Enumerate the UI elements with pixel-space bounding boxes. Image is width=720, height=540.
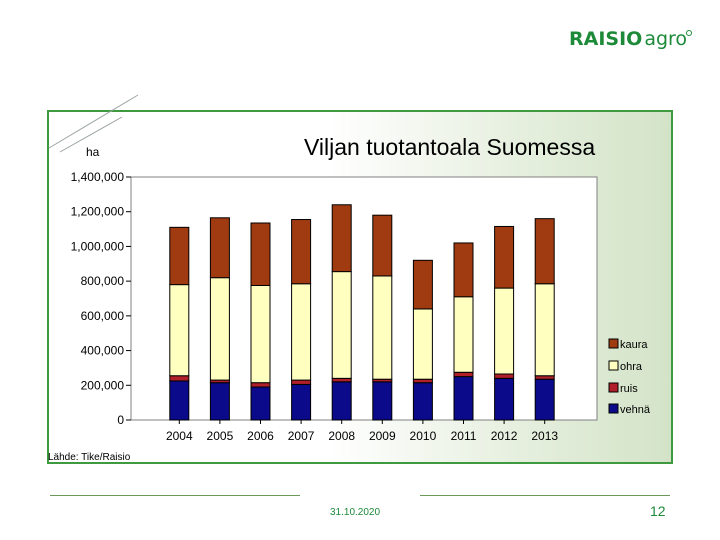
bar-kaura-2005 [209, 217, 230, 279]
bar-vehnä-2010 [412, 382, 433, 421]
x-tick-label: 2011 [451, 429, 477, 443]
bar-ruis-2004 [169, 375, 190, 382]
bar-kaura-2009 [372, 214, 393, 277]
y-tick-label: 1,000,000 [71, 239, 125, 253]
bar-ohra-2009 [372, 275, 393, 380]
legend-label-vehnä: vehnä [620, 404, 651, 416]
legend-swatch-ohra [608, 360, 619, 371]
bar-vehnä-2005 [209, 382, 230, 421]
bar-kaura-2007 [291, 219, 312, 285]
x-tick-label: 2010 [410, 429, 437, 443]
legend-swatch-vehnä [608, 403, 619, 414]
footer-divider-right [420, 495, 670, 496]
logo-brand: RAISIO [569, 28, 643, 50]
bar-ruis-2010 [412, 378, 433, 384]
bar-ruis-2013 [534, 375, 555, 380]
footer-divider-left [50, 495, 300, 496]
y-tick-label: 1,200,000 [71, 205, 125, 219]
bar-vehnä-2006 [250, 386, 271, 421]
bar-vehnä-2004 [169, 380, 190, 421]
logo-trademark-dot [686, 30, 693, 36]
bar-ruis-2006 [250, 382, 271, 388]
bar-ohra-2007 [291, 283, 312, 381]
bar-ohra-2013 [534, 283, 555, 377]
bar-ruis-2012 [494, 373, 515, 379]
bar-kaura-2011 [453, 242, 474, 298]
y-tick-label: 600,000 [81, 309, 125, 323]
y-tick-label: 200,000 [81, 378, 125, 392]
bar-ohra-2010 [412, 308, 433, 380]
bar-vehnä-2008 [331, 381, 352, 421]
bar-kaura-2010 [412, 259, 433, 310]
legend-swatch-ruis [608, 382, 619, 393]
x-tick-label: 2008 [328, 429, 355, 443]
bar-kaura-2006 [250, 222, 271, 286]
footer-date: 31.10.2020 [330, 507, 381, 518]
bar-ruis-2011 [453, 371, 474, 378]
bar-kaura-2013 [534, 218, 555, 285]
y-tick-label: 0 [117, 413, 124, 427]
bar-ohra-2006 [250, 284, 271, 384]
chart-title: Viljan tuotantoala Suomessa [304, 134, 596, 160]
y-axis-unit: ha [86, 145, 100, 159]
y-tick-label: 1,400,000 [71, 170, 125, 184]
bar-ohra-2005 [209, 277, 230, 381]
x-tick-label: 2012 [491, 429, 518, 443]
bar-vehnä-2007 [291, 383, 312, 421]
legend-label-ruis: ruis [620, 383, 638, 395]
logo-suffix: agro [644, 28, 688, 50]
bar-kaura-2012 [494, 225, 515, 289]
raisio-agro-logo: RAISIO agro [569, 28, 693, 54]
bar-ruis-2008 [331, 377, 352, 383]
x-tick-label: 2007 [288, 429, 315, 443]
legend-swatch-kaura [608, 338, 619, 349]
legend-label-ohra: ohra [620, 361, 643, 373]
bar-ohra-2011 [453, 296, 474, 373]
source-note: Lähde: Tike/Raisio [48, 452, 131, 463]
legend-label-kaura: kaura [620, 339, 648, 351]
bar-kaura-2004 [169, 226, 190, 286]
x-tick-label: 2004 [166, 429, 193, 443]
bar-kaura-2008 [331, 204, 352, 273]
x-tick-label: 2005 [207, 429, 234, 443]
y-tick-label: 400,000 [81, 344, 125, 358]
x-tick-label: 2013 [531, 429, 558, 443]
x-tick-label: 2009 [369, 429, 396, 443]
bar-vehnä-2009 [372, 381, 393, 421]
bar-vehnä-2011 [453, 376, 474, 421]
bar-vehnä-2013 [534, 378, 555, 421]
bar-ohra-2008 [331, 271, 352, 379]
plot-area [130, 176, 598, 421]
bar-ohra-2004 [169, 284, 190, 377]
bar-ruis-2007 [291, 379, 312, 385]
bar-ohra-2012 [494, 287, 515, 375]
page-number: 12 [650, 503, 666, 519]
y-tick-label: 800,000 [81, 274, 125, 288]
x-tick-label: 2006 [247, 429, 274, 443]
bar-vehnä-2012 [494, 377, 515, 421]
